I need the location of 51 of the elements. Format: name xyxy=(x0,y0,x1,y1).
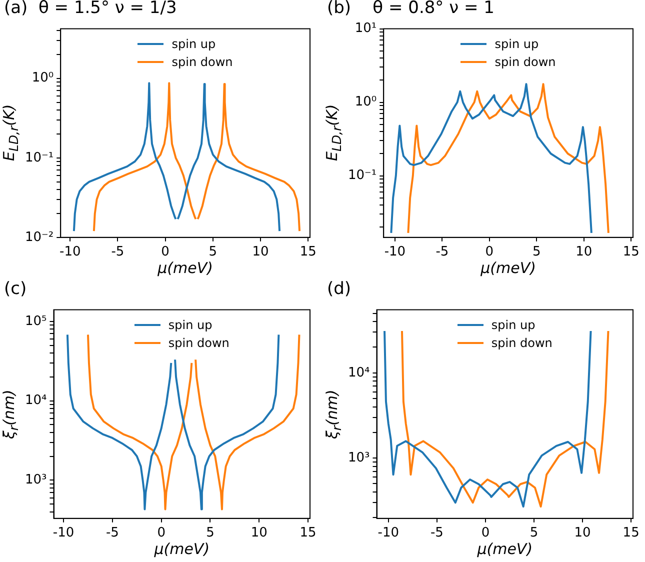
y-tick-label: 10³ xyxy=(348,450,370,466)
chart-title: (b) θ = 0.8° ν = 1 xyxy=(327,0,494,18)
x-tick-label: 15 xyxy=(622,526,640,541)
y-tick-label: 10⁻¹ xyxy=(24,150,54,166)
y-tick-label: 10⁻² xyxy=(24,230,54,245)
x-tick-label: 5 xyxy=(530,526,538,541)
legend-label: spin up xyxy=(172,36,216,53)
y-tick-label: 10⁴ xyxy=(348,365,370,380)
x-tick-label: -5 xyxy=(106,526,119,541)
chart-title: (d) xyxy=(327,279,352,299)
x-tick-label: 5 xyxy=(208,244,218,260)
y-tick-label: 10¹ xyxy=(354,21,377,36)
y-tick-label: 10³ xyxy=(24,472,47,488)
x-tick-label: -10 xyxy=(60,244,81,260)
chart-title: (a) θ = 1.5° ν = 1/3 xyxy=(4,0,177,18)
x-tick-label: 0 xyxy=(481,526,490,541)
x-tick-label: 0 xyxy=(485,244,494,260)
legend-label: spin up xyxy=(491,316,536,334)
legend-label: spin down xyxy=(494,54,556,71)
x-tick-label: 10 xyxy=(576,244,592,260)
chart-title: (c) xyxy=(4,279,27,299)
legend-label: spin down xyxy=(172,54,233,71)
legend-label: spin up xyxy=(494,36,539,53)
y-tick-label: 10⁻¹ xyxy=(348,168,377,184)
legend-label: spin up xyxy=(168,316,212,334)
x-axis-title: μ(meV) xyxy=(154,540,210,558)
x-tick-label: -10 xyxy=(52,526,74,541)
x-tick-label: 5 xyxy=(532,244,541,260)
x-tick-label: 15 xyxy=(622,244,640,260)
x-axis-title: μ(meV) xyxy=(158,259,213,277)
x-tick-label: 15 xyxy=(300,244,316,260)
x-tick-label: 10 xyxy=(574,526,591,541)
x-tick-label: 15 xyxy=(300,526,316,541)
x-tick-label: -5 xyxy=(111,244,124,260)
y-tick-label: 10⁰ xyxy=(354,94,377,110)
legend-label: spin down xyxy=(491,334,552,352)
x-tick-label: 10 xyxy=(252,244,269,260)
x-tick-label: 10 xyxy=(250,526,268,541)
x-axis-title: μ(meV) xyxy=(477,540,533,558)
x-tick-label: -5 xyxy=(430,526,444,541)
x-tick-label: -10 xyxy=(378,526,400,541)
x-axis-title: μ(meV) xyxy=(480,259,536,277)
x-tick-label: -10 xyxy=(384,244,406,260)
y-tick-label: 10⁵ xyxy=(24,314,47,329)
y-tick-label: 10⁰ xyxy=(32,70,54,86)
x-tick-label: 0 xyxy=(157,526,166,541)
y-tick-label: 10⁴ xyxy=(24,393,47,408)
x-tick-label: 5 xyxy=(206,526,214,541)
legend-label: spin down xyxy=(168,334,230,352)
x-tick-label: -5 xyxy=(436,244,449,260)
x-tick-label: 0 xyxy=(161,244,170,260)
